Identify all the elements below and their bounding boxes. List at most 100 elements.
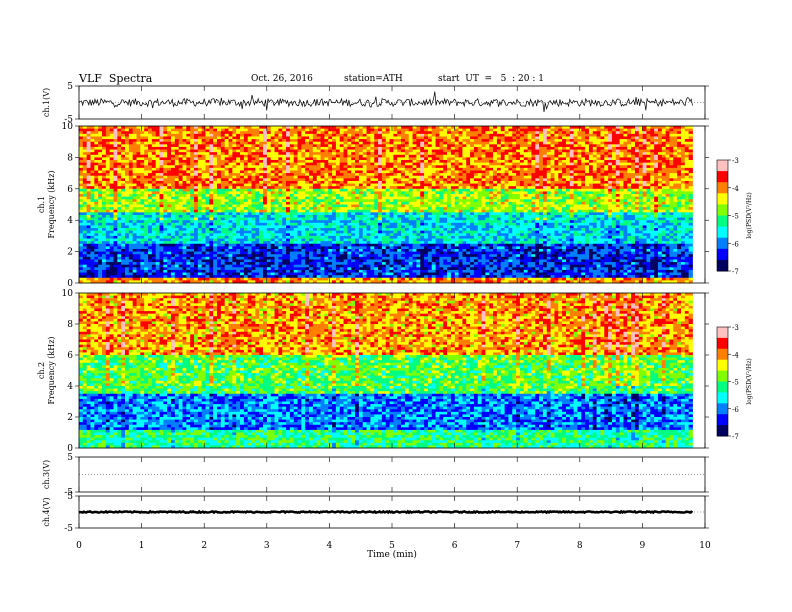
spectrogram-cell <box>370 126 374 129</box>
spectrogram-cell <box>305 265 309 268</box>
spectrogram-cell <box>125 241 129 244</box>
spectrogram-cell <box>125 194 129 197</box>
spectrogram-cell <box>148 184 152 187</box>
spectrogram-cell <box>275 278 279 281</box>
spectrogram-cell <box>313 152 317 155</box>
spectrogram-cell <box>232 262 236 265</box>
spectrogram-cell <box>305 241 309 244</box>
spectrogram-cell <box>359 205 363 208</box>
spectrogram-cell <box>321 239 325 242</box>
spectrogram-cell <box>175 165 179 168</box>
spectrogram-cell <box>137 142 141 145</box>
spectrogram-cell <box>133 139 137 142</box>
spectrogram-cell <box>125 225 129 228</box>
spectrogram-cell <box>148 176 152 179</box>
spectrogram-cell <box>179 191 183 194</box>
spectrogram-cell <box>98 207 102 210</box>
spectrogram-cell <box>271 241 275 244</box>
spectrogram-cell <box>340 220 344 223</box>
spectrogram-cell <box>359 215 363 218</box>
spectrogram-cell <box>240 246 244 249</box>
spectrogram-cell <box>144 194 148 197</box>
spectrogram-cell <box>129 199 133 202</box>
spectrogram-cell <box>114 254 118 257</box>
spectrogram-cell <box>156 249 160 252</box>
spectrogram-cell <box>267 273 271 276</box>
spectrogram-cell <box>332 129 336 132</box>
spectrogram-cell <box>156 246 160 249</box>
spectrogram-cell <box>267 134 271 137</box>
spectrogram-cell <box>363 233 367 236</box>
spectrogram-cell <box>390 244 394 247</box>
spectrogram-cell <box>190 244 194 247</box>
spectrogram-cell <box>336 165 340 168</box>
spectrogram-cell <box>91 173 95 176</box>
spectrogram-cell <box>129 176 133 179</box>
spectrogram-cell <box>248 215 252 218</box>
spectrogram-cell <box>301 254 305 257</box>
spectrogram-cell <box>359 129 363 132</box>
spectrogram-cell <box>171 202 175 205</box>
spectrogram-cell <box>386 231 390 234</box>
spectrogram-cell <box>133 184 137 187</box>
spectrogram-cell <box>367 197 371 200</box>
spectrogram-cell <box>386 273 390 276</box>
spectrogram-cell <box>309 139 313 142</box>
spectrogram-cell <box>171 181 175 184</box>
spectrogram-cell <box>317 265 321 268</box>
spectrogram-cell <box>102 270 106 273</box>
spectrogram-cell <box>278 231 282 234</box>
spectrogram-cell <box>102 275 106 278</box>
spectrogram-cell <box>363 246 367 249</box>
spectrogram-cell <box>267 278 271 281</box>
spectrogram-cell <box>259 244 263 247</box>
spectrogram-cell <box>278 257 282 260</box>
spectrogram-cell <box>374 220 378 223</box>
spectrogram-cell <box>202 236 206 239</box>
spectrogram-cell <box>386 144 390 147</box>
spectrogram-cell <box>183 131 187 134</box>
spectrogram-cell <box>313 239 317 242</box>
spectrogram-cell <box>271 220 275 223</box>
spectrogram-cell <box>179 163 183 166</box>
spectrogram-cell <box>167 223 171 226</box>
spectrogram-cell <box>117 257 121 260</box>
spectrogram-cell <box>275 275 279 278</box>
spectrogram-cell <box>106 173 110 176</box>
spectrogram-cell <box>328 178 332 181</box>
spectrogram-cell <box>236 244 240 247</box>
spectrogram-cell <box>133 197 137 200</box>
spectrogram-cell <box>267 205 271 208</box>
spectrogram-cell <box>351 199 355 202</box>
spectrogram-cell <box>179 134 183 137</box>
spectrogram-cell <box>217 139 221 142</box>
spectrogram-cell <box>102 129 106 132</box>
spectrogram-cell <box>213 173 217 176</box>
spectrogram-cell <box>340 144 344 147</box>
spectrogram-cell <box>144 228 148 231</box>
spectrogram-cell <box>267 173 271 176</box>
spectrogram-cell <box>286 210 290 213</box>
spectrogram-cell <box>225 241 229 244</box>
spectrogram-cell <box>317 244 321 247</box>
spectrogram-cell <box>298 212 302 215</box>
spectrogram-cell <box>344 155 348 158</box>
spectrogram-cell <box>263 150 267 153</box>
spectrogram-cell <box>286 246 290 249</box>
spectrogram-cell <box>87 236 91 239</box>
spectrogram-cell <box>363 220 367 223</box>
spectrogram-cell <box>263 270 267 273</box>
spectrogram-cell <box>186 139 190 142</box>
spectrogram-cell <box>332 225 336 228</box>
spectrogram-cell <box>275 142 279 145</box>
spectrogram-cell <box>248 278 252 281</box>
spectrogram-cell <box>156 239 160 242</box>
spectrogram-cell <box>202 231 206 234</box>
spectrogram-cell <box>336 136 340 139</box>
spectrogram-cell <box>213 212 217 215</box>
spectrogram-cell <box>110 212 114 215</box>
spectrogram-cell <box>91 199 95 202</box>
spectrogram-cell <box>102 189 106 192</box>
spectrogram-cell <box>79 163 83 166</box>
spectrogram-cell <box>225 147 229 150</box>
